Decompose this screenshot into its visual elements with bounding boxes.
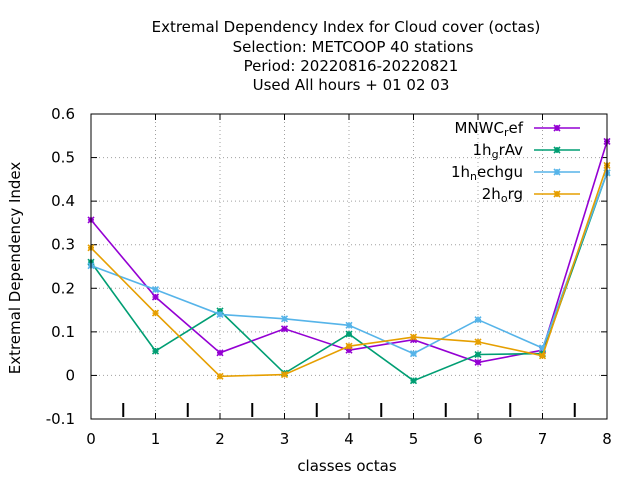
data-point: [151, 286, 160, 294]
y-tick-label: 0.3: [51, 236, 75, 254]
data-point: [280, 370, 289, 379]
legend-label: 2horg: [482, 185, 523, 205]
y-tick-label: 0.5: [51, 149, 75, 167]
series-3: [87, 169, 611, 358]
legend-entry: 1hgrAv: [473, 141, 580, 161]
legend-entry: 2horg: [482, 185, 580, 205]
data-point: [345, 330, 353, 338]
title-line-1: Extremal Dependency Index for Cloud cove…: [152, 18, 541, 36]
data-point: [345, 346, 353, 354]
legend-label: 1hgrAv: [473, 141, 524, 161]
data-point: [151, 293, 160, 301]
legend-marker: [553, 124, 561, 132]
series-4: [87, 161, 611, 380]
legend-marker: [553, 146, 561, 154]
data-point: [345, 342, 353, 350]
data-point: [216, 307, 224, 315]
x-tick-label: 6: [473, 430, 483, 448]
data-point: [474, 316, 482, 324]
data-point: [474, 358, 482, 366]
legend-label: 1hnechgu: [451, 163, 523, 183]
legend-entry: 1hnechgu: [451, 163, 580, 183]
title-line-4: Used All hours + 01 02 03: [253, 76, 450, 94]
y-tick-label: 0.4: [51, 192, 75, 210]
x-axis-label: classes octas: [297, 457, 397, 475]
data-point: [151, 309, 160, 317]
data-point: [474, 338, 482, 346]
data-point: [474, 350, 482, 359]
data-point: [216, 310, 224, 318]
data-point: [280, 315, 289, 323]
y-tick-label: 0: [65, 366, 75, 384]
x-tick-label: 8: [602, 430, 612, 448]
x-tick-label: 3: [280, 430, 290, 448]
data-point: [409, 333, 418, 341]
legend-label: MNWCref: [454, 119, 523, 139]
data-point: [280, 325, 289, 333]
data-point: [216, 372, 224, 380]
data-point: [409, 377, 418, 385]
grid-lines: [91, 114, 607, 419]
plot-frame: [90, 113, 608, 420]
x-tick-label: 1: [151, 430, 161, 448]
x-tick-label: 4: [344, 430, 354, 448]
legend-entry: MNWCref: [454, 119, 580, 139]
x-tick-label: 0: [86, 430, 96, 448]
data-point: [538, 352, 547, 360]
x-tick-labels: 0 1 2 3 4 5 6 7 8: [86, 430, 612, 448]
x-tick-label: 2: [215, 430, 225, 448]
axis-ticks: [90, 113, 608, 420]
data-point: [345, 321, 353, 329]
y-tick-labels: -0.1 0 0.1 0.2 0.3 0.4 0.5 0.6: [46, 105, 75, 428]
legend-marker: [553, 190, 561, 198]
y-tick-label: -0.1: [46, 410, 75, 428]
y-tick-label: 0.6: [51, 105, 75, 123]
series-lines: [87, 137, 611, 385]
y-axis-label: Extremal Dependency Index: [6, 162, 24, 375]
x-tick-label: 5: [409, 430, 419, 448]
legend-marker: [553, 168, 561, 176]
data-point: [538, 344, 547, 352]
data-point: [409, 350, 418, 358]
y-tick-label: 0.1: [51, 323, 75, 341]
chart-title: Extremal Dependency Index for Cloud cove…: [152, 18, 541, 94]
y-tick-label: 0.2: [51, 279, 75, 297]
x-tick-label: 7: [538, 430, 548, 448]
title-line-2: Selection: METCOOP 40 stations: [233, 38, 474, 56]
title-line-3: Period: 20220816-20220821: [244, 57, 459, 75]
data-point: [216, 349, 224, 357]
data-point: [151, 347, 160, 355]
